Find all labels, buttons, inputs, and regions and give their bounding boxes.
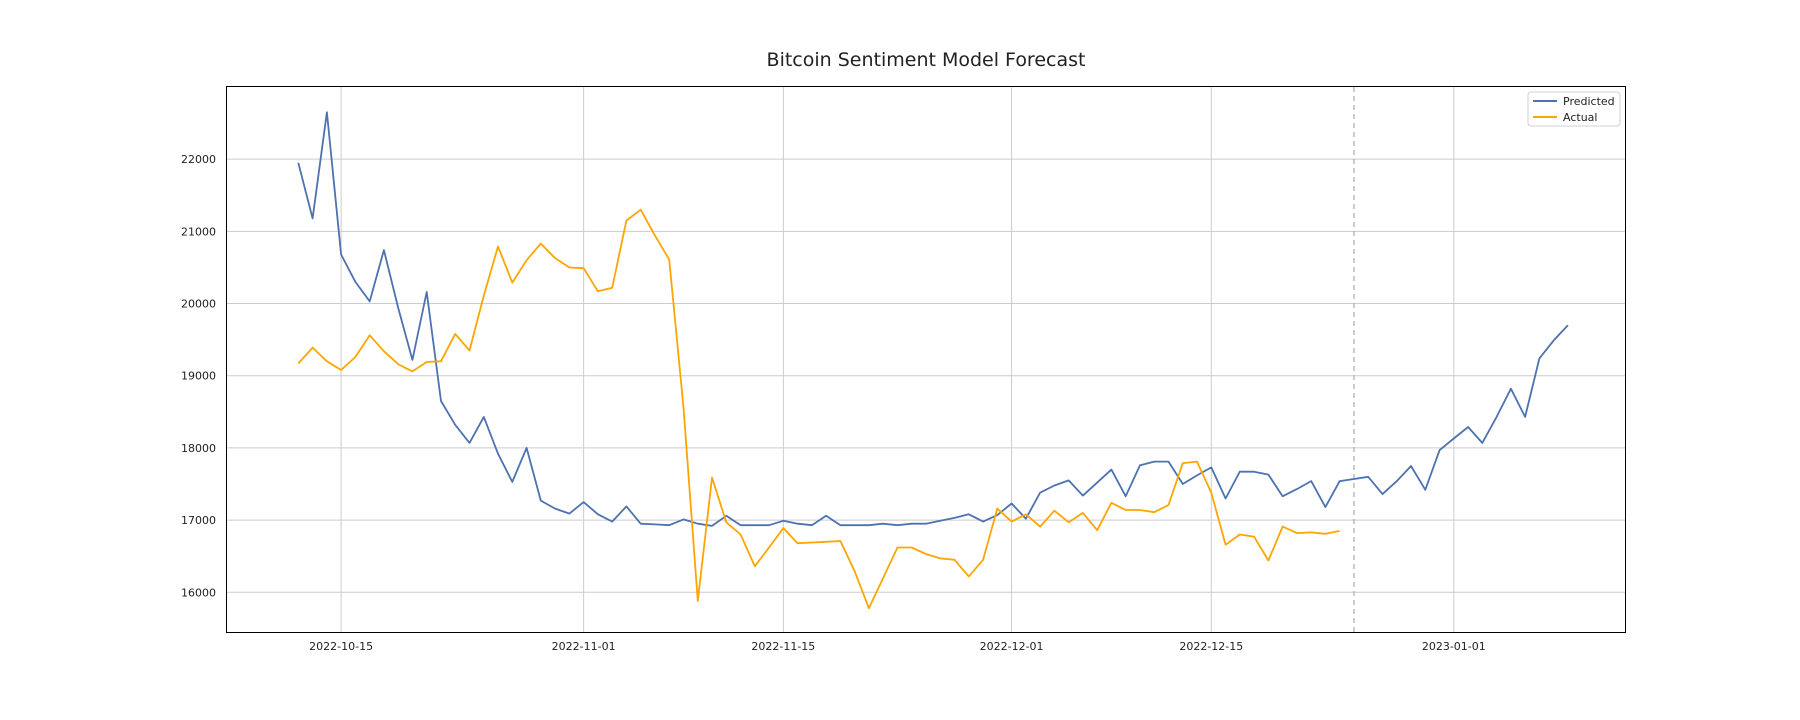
y-tick-label: 18000 [181, 442, 216, 455]
x-tick-label: 2022-11-15 [751, 640, 815, 653]
y-tick-label: 22000 [181, 153, 216, 166]
y-axis-ticks: 16000 17000 18000 19000 20000 21000 22000 [181, 153, 216, 599]
plot-frame [226, 86, 1626, 633]
y-tick-label: 19000 [181, 370, 216, 383]
x-tick-label: 2022-10-15 [309, 640, 373, 653]
grid [227, 87, 1625, 632]
plot-lines [297, 111, 1569, 610]
y-tick-label: 21000 [181, 225, 216, 238]
chart-title: Bitcoin Sentiment Model Forecast [767, 49, 1086, 71]
series-line-actual [297, 208, 1340, 610]
x-axis-ticks: 2022-10-15 2022-11-01 2022-11-15 2022-12-01… [309, 640, 1486, 653]
x-tick-label: 2022-12-15 [1179, 640, 1243, 653]
y-tick-label: 16000 [181, 586, 216, 599]
y-tick-label: 20000 [181, 298, 216, 311]
legend-label-actual: Actual [1563, 111, 1597, 124]
legend: Predicted Actual [1527, 91, 1621, 127]
legend-label-predicted: Predicted [1563, 95, 1615, 108]
y-tick-label: 17000 [181, 514, 216, 527]
x-tick-label: 2022-11-01 [552, 640, 616, 653]
x-tick-label: 2022-12-01 [980, 640, 1044, 653]
x-tick-label: 2023-01-01 [1422, 640, 1486, 653]
series-line-predicted [297, 111, 1569, 527]
